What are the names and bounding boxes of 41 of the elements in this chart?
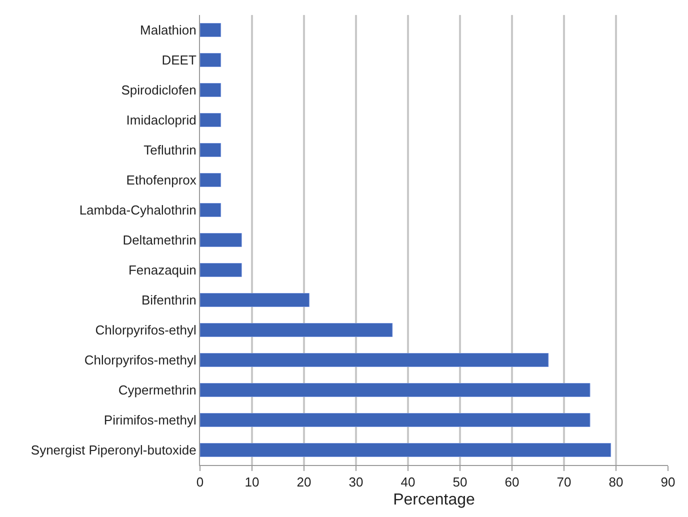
- bar: [200, 23, 222, 37]
- y-tick-label: Synergist Piperonyl-butoxide: [30, 442, 196, 458]
- y-tick-label: Bifenthrin: [141, 292, 196, 308]
- x-tick-label: 40: [400, 474, 416, 490]
- y-tick-label: Deltamethrin: [122, 232, 196, 248]
- y-tick-label: Chlorpyrifos-ethyl: [95, 322, 196, 338]
- x-tick-label: 80: [608, 474, 624, 490]
- bar: [200, 83, 222, 97]
- y-tick-label: Chlorpyrifos-methyl: [84, 352, 196, 368]
- y-tick-label: Ethofenprox: [126, 172, 197, 188]
- bar: [200, 203, 222, 217]
- bar: [200, 143, 222, 157]
- y-tick-label: Imidacloprid: [126, 112, 196, 128]
- bar: [200, 413, 590, 427]
- bar: [200, 173, 222, 187]
- x-tick-label: 90: [660, 474, 676, 490]
- x-axis-title: Percentage: [393, 491, 476, 508]
- bar: [200, 293, 310, 307]
- bar: [200, 443, 612, 457]
- bar: [200, 323, 393, 337]
- x-tick-label: 50: [452, 474, 468, 490]
- bar: [200, 263, 242, 277]
- x-tick-label: 20: [296, 474, 312, 490]
- y-tick-label: Fenazaquin: [128, 262, 196, 278]
- bar: [200, 53, 222, 67]
- y-tick-label: Pirimifos-methyl: [104, 412, 196, 428]
- x-tick-label: 0: [196, 474, 204, 490]
- x-tick-label: 60: [504, 474, 520, 490]
- x-tick-label: 30: [348, 474, 364, 490]
- bar: [200, 383, 590, 397]
- y-tick-label: Malathion: [140, 22, 196, 38]
- y-tick-label: Spirodiclofen: [121, 82, 196, 98]
- x-tick-label: 10: [244, 474, 260, 490]
- x-tick-label: 70: [556, 474, 572, 490]
- y-tick-label: DEET: [162, 52, 196, 68]
- y-tick-label: Tefluthrin: [144, 142, 196, 158]
- y-tick-label: Lambda-Cyhalothrin: [79, 202, 196, 218]
- bar: [200, 113, 222, 127]
- y-tick-label: Cypermethrin: [118, 382, 196, 398]
- bar: [200, 353, 549, 367]
- bar: [200, 233, 242, 247]
